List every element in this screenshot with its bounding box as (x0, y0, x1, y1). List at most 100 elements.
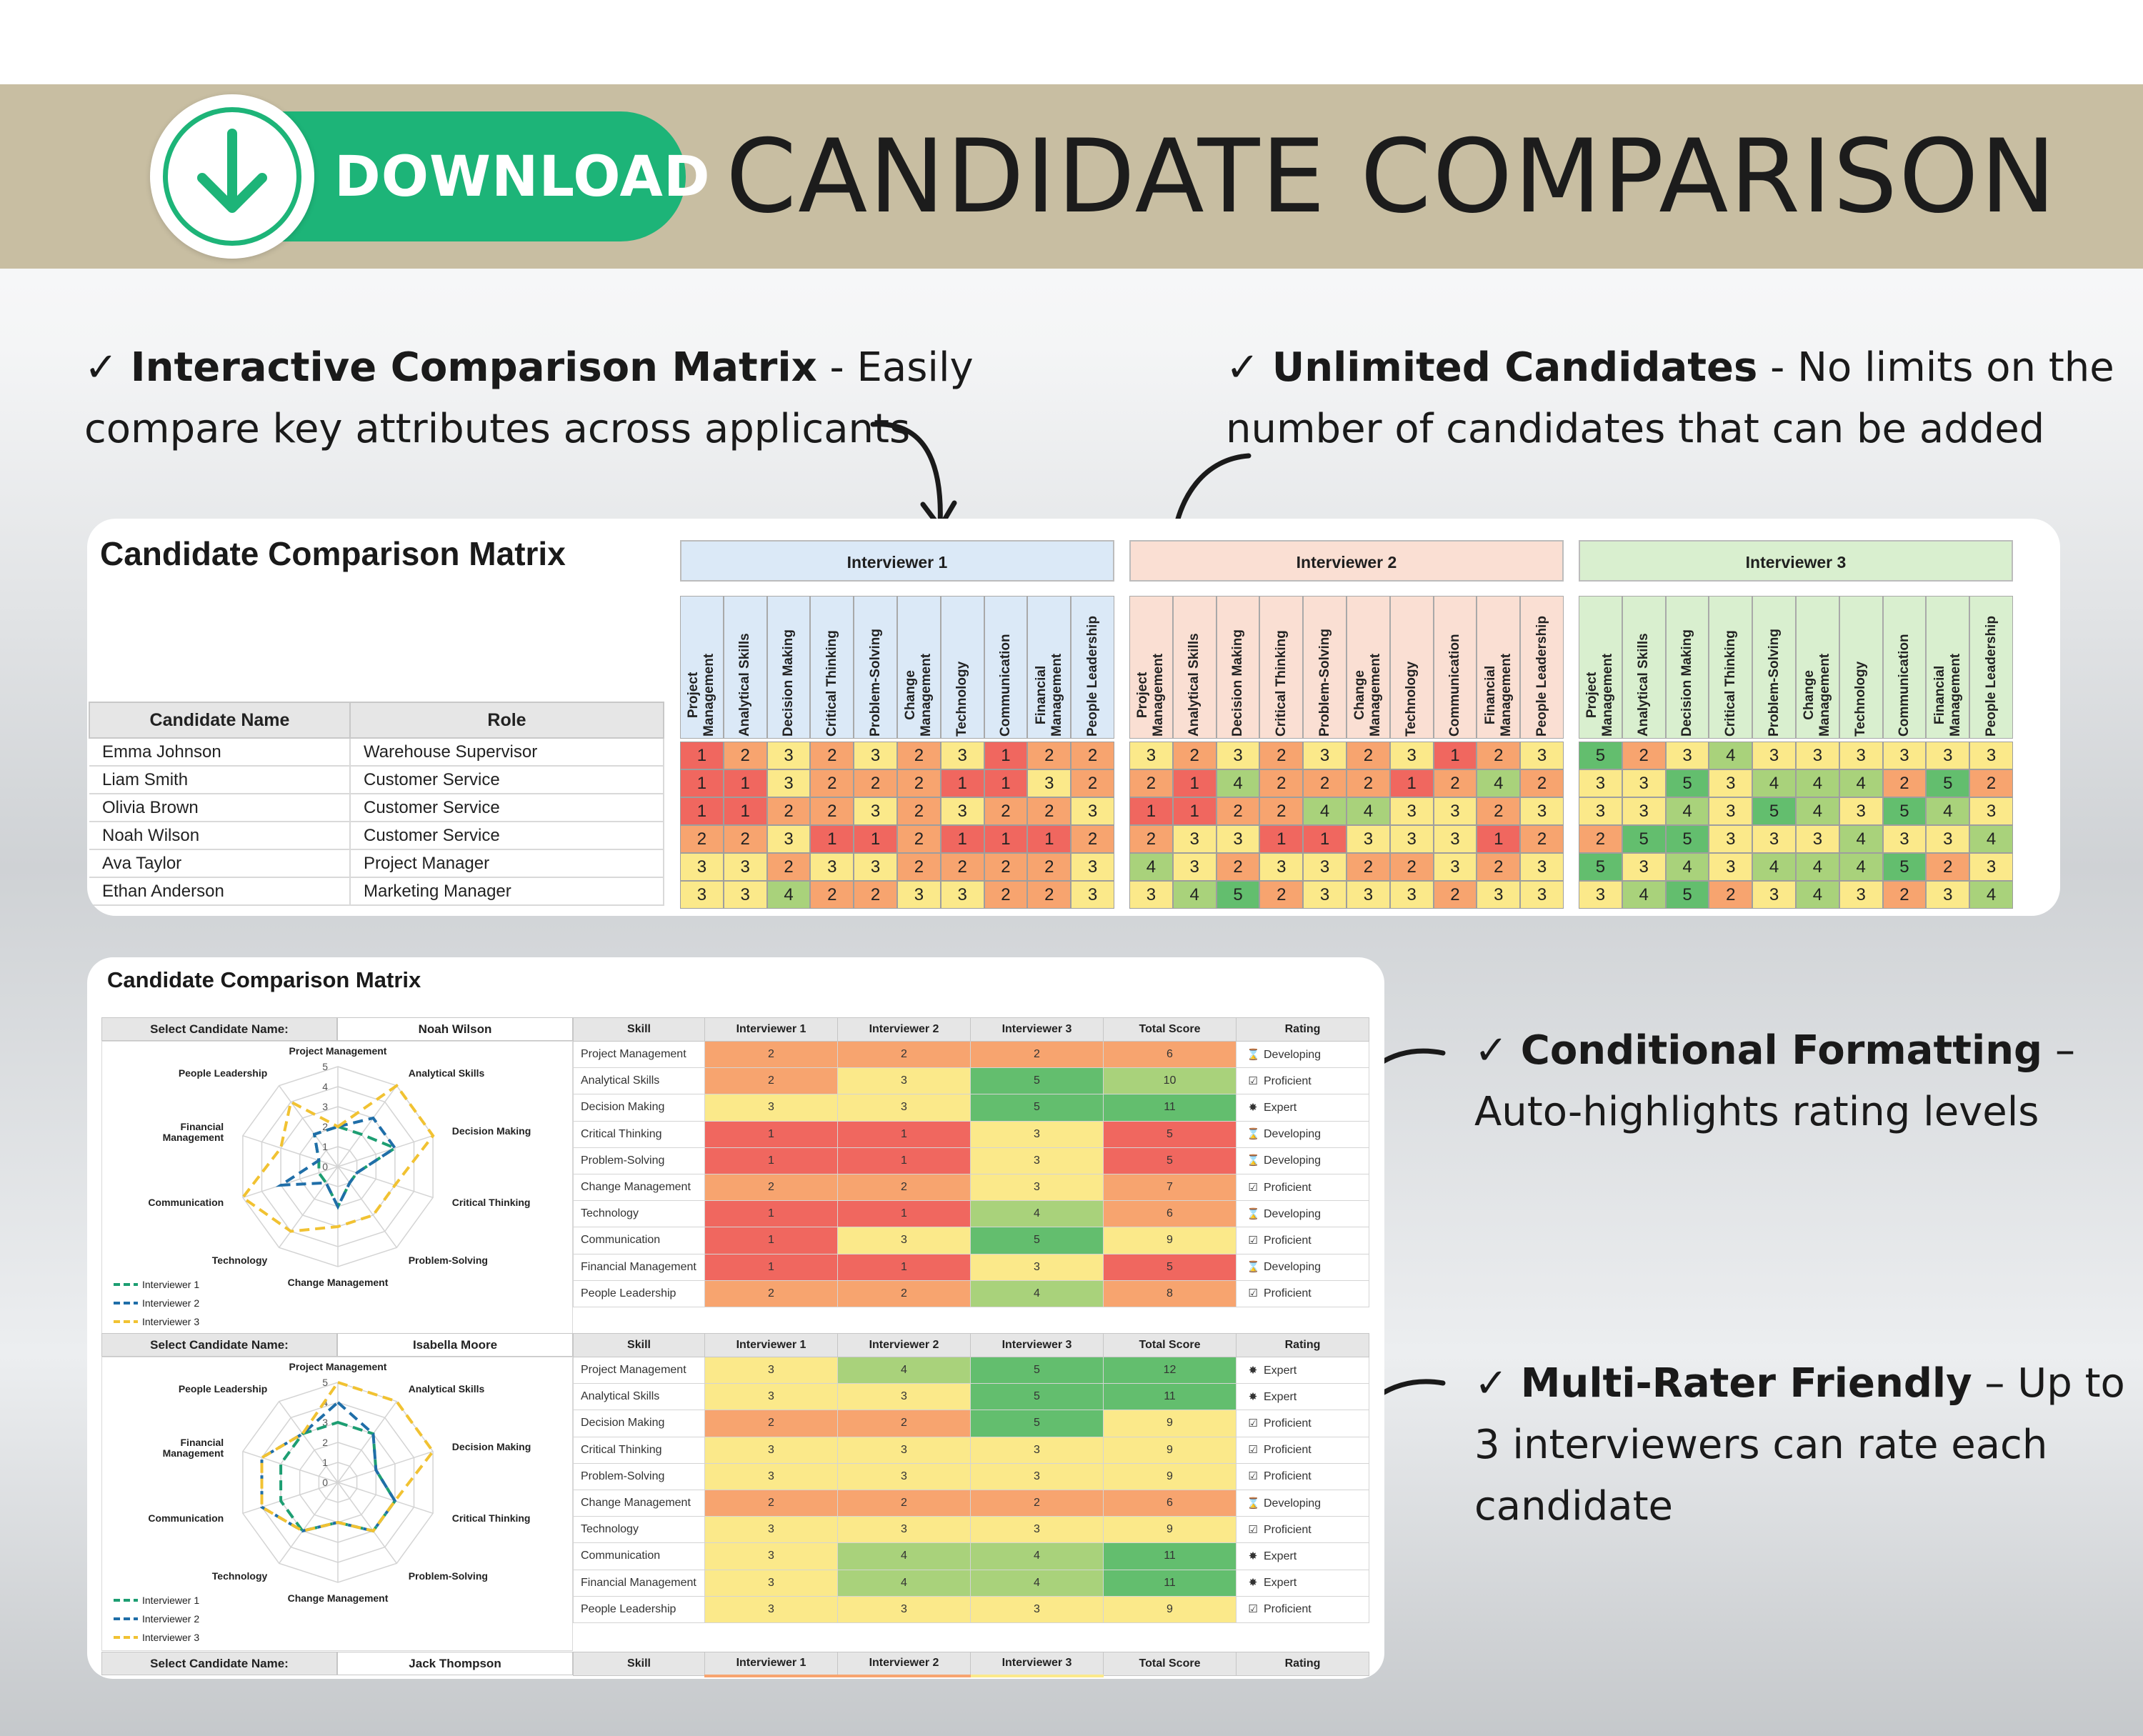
rating-col-header[interactable]: Total Score (1103, 1333, 1237, 1357)
score-cell[interactable]: 2 (896, 853, 941, 881)
score-cell[interactable]: 1 (1303, 825, 1347, 853)
interviewer-score-cell[interactable]: 4 (970, 1569, 1104, 1597)
score-cell[interactable]: 2 (1129, 825, 1173, 853)
score-cell[interactable]: 2 (1709, 881, 1753, 909)
score-cell[interactable]: 3 (1303, 742, 1347, 769)
interviewer-score-cell[interactable]: 3 (970, 1147, 1104, 1174)
table-row[interactable]: Liam Smith Customer Service (89, 766, 664, 794)
interviewer-score-cell[interactable]: 1 (704, 1120, 838, 1148)
interviewer-score-cell[interactable]: 3 (837, 1067, 971, 1095)
interviewer-score-cell[interactable]: 2 (837, 1410, 971, 1437)
score-cell[interactable]: 3 (1389, 825, 1434, 853)
interviewer-score-cell[interactable]: 5 (970, 1227, 1104, 1254)
score-cell[interactable]: 3 (1433, 853, 1477, 881)
score-cell[interactable]: 4 (1839, 769, 1883, 797)
interviewer-score-cell[interactable]: 3 (837, 1516, 971, 1544)
score-cell[interactable]: 2 (1027, 853, 1072, 881)
score-cell[interactable]: 3 (1795, 742, 1839, 769)
score-cell[interactable]: 3 (1839, 797, 1883, 825)
interviewer-score-cell[interactable]: 3 (970, 1595, 1104, 1623)
score-cell[interactable]: 1 (1389, 769, 1434, 797)
score-cell[interactable]: 5 (1665, 769, 1709, 797)
interviewer-score-cell[interactable]: 3 (970, 1462, 1104, 1490)
score-cell[interactable]: 2 (854, 769, 897, 797)
score-cell[interactable]: 2 (1477, 797, 1521, 825)
score-cell[interactable]: 2 (896, 797, 941, 825)
score-cell[interactable]: 3 (680, 881, 724, 909)
score-cell[interactable]: 3 (1520, 797, 1564, 825)
score-cell[interactable]: 4 (1477, 769, 1521, 797)
score-cell[interactable]: 3 (896, 881, 941, 909)
rating-col-header[interactable]: Interviewer 2 (837, 1017, 971, 1042)
score-cell[interactable]: 3 (1622, 769, 1666, 797)
score-cell[interactable]: 3 (1926, 742, 1970, 769)
interviewer-score-cell[interactable]: 3 (704, 1356, 838, 1385)
interviewer-score-cell[interactable]: 3 (704, 1569, 838, 1597)
select-candidate-dropdown[interactable]: Noah Wilson (337, 1017, 573, 1041)
score-cell[interactable]: 1 (1172, 797, 1217, 825)
score-cell[interactable]: 5 (1926, 769, 1970, 797)
rating-col-header[interactable]: Interviewer 3 (970, 1017, 1104, 1042)
score-cell[interactable]: 2 (810, 797, 854, 825)
score-cell[interactable]: 3 (1433, 797, 1477, 825)
score-cell[interactable]: 3 (680, 853, 724, 881)
rating-col-header[interactable]: Interviewer 3 (970, 1652, 1104, 1677)
score-cell[interactable]: 3 (1709, 825, 1753, 853)
interviewer-score-cell[interactable]: 3 (704, 1516, 838, 1544)
score-cell[interactable]: 4 (1969, 881, 2013, 909)
score-cell[interactable]: 2 (723, 742, 767, 769)
score-cell[interactable]: 5 (1665, 825, 1709, 853)
rating-col-header[interactable]: Total Score (1103, 1017, 1237, 1042)
score-cell[interactable]: 3 (1709, 769, 1753, 797)
interviewer-score-cell[interactable]: 5 (970, 1383, 1104, 1411)
rating-col-header[interactable]: Interviewer 1 (704, 1652, 838, 1677)
score-cell[interactable]: 3 (1926, 825, 1970, 853)
interviewer-score-cell[interactable]: 1 (704, 1253, 838, 1281)
score-cell[interactable]: 3 (1752, 742, 1796, 769)
score-cell[interactable]: 3 (766, 825, 811, 853)
score-cell[interactable]: 3 (1303, 881, 1347, 909)
score-cell[interactable]: 3 (940, 797, 984, 825)
score-cell[interactable]: 2 (1027, 797, 1072, 825)
score-cell[interactable]: 3 (1071, 853, 1114, 881)
score-cell[interactable]: 2 (1926, 853, 1970, 881)
select-candidate-dropdown[interactable]: Jack Thompson (337, 1652, 573, 1675)
interviewer-score-cell[interactable]: 5 (970, 1067, 1104, 1095)
candidate-name-cell[interactable]: Olivia Brown (89, 794, 351, 822)
score-cell[interactable]: 3 (1622, 797, 1666, 825)
score-cell[interactable]: 3 (1071, 881, 1114, 909)
score-cell[interactable]: 2 (1071, 769, 1114, 797)
score-cell[interactable]: 2 (680, 825, 724, 853)
score-cell[interactable]: 3 (1389, 881, 1434, 909)
score-cell[interactable]: 1 (680, 742, 724, 769)
rating-col-header[interactable]: Interviewer 3 (970, 1333, 1104, 1357)
score-cell[interactable]: 3 (1752, 881, 1796, 909)
score-cell[interactable]: 2 (1027, 742, 1072, 769)
score-cell[interactable]: 2 (766, 797, 811, 825)
score-cell[interactable]: 4 (1752, 853, 1796, 881)
score-cell[interactable]: 3 (723, 881, 767, 909)
score-cell[interactable]: 2 (1216, 797, 1260, 825)
candidate-name-cell[interactable]: Noah Wilson (89, 822, 351, 850)
interviewer-score-cell[interactable]: 1 (837, 1120, 971, 1148)
interviewer-score-cell[interactable]: 2 (704, 1410, 838, 1437)
interviewer-score-cell[interactable]: 2 (970, 1489, 1104, 1517)
score-cell[interactable]: 3 (1071, 797, 1114, 825)
score-cell[interactable]: 2 (984, 881, 1028, 909)
score-cell[interactable]: 1 (984, 742, 1028, 769)
score-cell[interactable]: 2 (1477, 853, 1521, 881)
interviewer-score-cell[interactable]: 3 (704, 1462, 838, 1490)
score-cell[interactable]: 4 (1303, 797, 1347, 825)
interviewer-score-cell[interactable]: 2 (704, 1173, 838, 1202)
score-cell[interactable]: 2 (896, 769, 941, 797)
interviewer-score-cell[interactable]: 3 (970, 1173, 1104, 1202)
table-row[interactable]: Ava Taylor Project Manager (89, 849, 664, 878)
score-cell[interactable]: 1 (1172, 769, 1217, 797)
interviewer-score-cell[interactable]: 1 (837, 1147, 971, 1174)
table-row[interactable]: Ethan Anderson Marketing Manager (89, 877, 664, 906)
score-cell[interactable]: 2 (1303, 769, 1347, 797)
score-cell[interactable]: 2 (1433, 881, 1477, 909)
score-cell[interactable]: 4 (1969, 825, 2013, 853)
score-cell[interactable]: 1 (1259, 825, 1304, 853)
score-cell[interactable]: 3 (1839, 881, 1883, 909)
